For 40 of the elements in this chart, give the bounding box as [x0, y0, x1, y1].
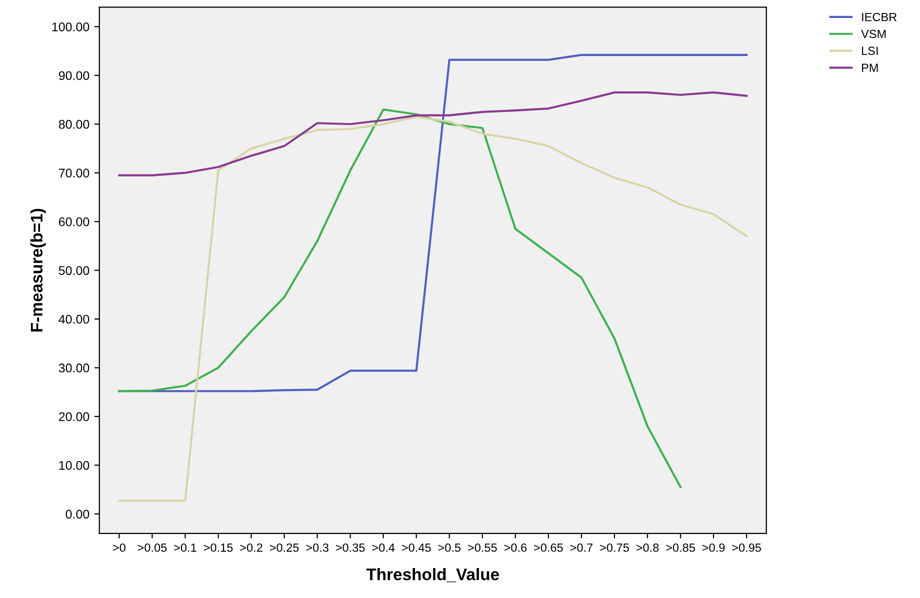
- y-tick-label: 20.00: [58, 412, 90, 422]
- x-tick-label: >0.65: [534, 543, 563, 552]
- x-tick-label: >0.25: [270, 543, 299, 552]
- line-series: [118, 91, 748, 176]
- x-tick-label: >0: [113, 543, 126, 552]
- line-series: [118, 116, 748, 502]
- y-tick-label: 90.00: [58, 71, 90, 80]
- x-tick-label: >0.75: [600, 543, 629, 552]
- y-tick-label: 50.00: [58, 266, 90, 275]
- x-tick-label: >0.35: [336, 543, 365, 552]
- legend-label: IECBR: [862, 12, 897, 22]
- x-tick-label: >0.5: [438, 543, 461, 552]
- legend-label: PM: [862, 64, 878, 72]
- line-series: [118, 108, 682, 488]
- x-tick-label: >0.6: [504, 543, 527, 552]
- legend-label: VSM: [861, 30, 886, 38]
- y-tick-label: 30.00: [58, 364, 90, 372]
- y-axis-title: F-measure(b=1): [30, 208, 46, 332]
- x-tick-label: >0.55: [468, 543, 497, 552]
- x-tick-label: >0.95: [732, 543, 761, 552]
- y-tick-label: 80.00: [58, 120, 90, 129]
- legend-label: LSI: [862, 46, 878, 56]
- x-tick-label: >0.9: [702, 543, 725, 552]
- y-tick-label: 10.00: [59, 461, 90, 470]
- y-tick-label: 100.00: [52, 22, 90, 32]
- x-tick-label: >0.7: [570, 543, 593, 552]
- x-tick-label: >0.8: [636, 543, 659, 552]
- x-tick-label: >0.3: [306, 543, 328, 552]
- x-tick-label: >0.4: [372, 543, 395, 552]
- x-tick-label: >0.1: [174, 543, 196, 552]
- y-tick-label: 0.00: [66, 510, 90, 519]
- x-tick-label: >0.15: [204, 543, 233, 552]
- y-tick-label: 70.00: [59, 168, 90, 178]
- x-axis-title: Threshold_Value: [366, 568, 499, 582]
- x-tick-label: >0.85: [666, 543, 695, 552]
- y-tick-label: 60.00: [58, 217, 90, 226]
- x-tick-label: >0.45: [402, 543, 431, 552]
- y-tick-label: 40.00: [58, 314, 90, 324]
- x-tick-label: >0.2: [240, 543, 262, 552]
- x-tick-label: >0.05: [138, 543, 167, 552]
